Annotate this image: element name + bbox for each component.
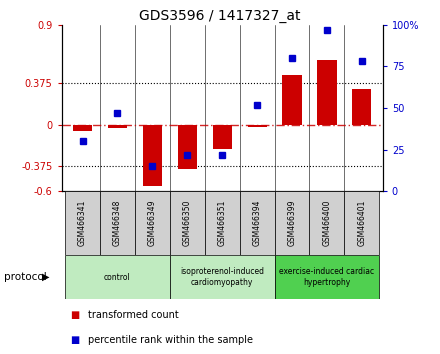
Bar: [170, 255, 275, 299]
Bar: [240, 191, 275, 255]
Text: GSM466401: GSM466401: [357, 200, 367, 246]
Bar: [170, 191, 205, 255]
Bar: [317, 60, 337, 125]
Bar: [275, 191, 309, 255]
Text: transformed count: transformed count: [88, 310, 179, 320]
Text: ■: ■: [70, 335, 80, 345]
Text: protocol: protocol: [4, 272, 47, 282]
Bar: [143, 125, 162, 185]
Text: GSM466394: GSM466394: [253, 200, 262, 246]
Text: GSM466400: GSM466400: [323, 200, 331, 246]
Bar: [282, 75, 302, 125]
Bar: [108, 125, 127, 128]
Bar: [65, 191, 100, 255]
Text: exercise-induced cardiac
hypertrophy: exercise-induced cardiac hypertrophy: [279, 267, 374, 287]
Bar: [73, 125, 92, 131]
Bar: [309, 191, 345, 255]
Text: isoproterenol-induced
cardiomyopathy: isoproterenol-induced cardiomyopathy: [180, 267, 264, 287]
Text: GSM466351: GSM466351: [218, 200, 227, 246]
Bar: [213, 125, 232, 149]
Bar: [178, 125, 197, 169]
Text: ■: ■: [70, 310, 80, 320]
Text: GSM466350: GSM466350: [183, 200, 192, 246]
Bar: [205, 191, 240, 255]
Bar: [275, 255, 379, 299]
Text: control: control: [104, 273, 131, 281]
Text: ▶: ▶: [42, 272, 49, 282]
Text: percentile rank within the sample: percentile rank within the sample: [88, 335, 253, 345]
Text: GDS3596 / 1417327_at: GDS3596 / 1417327_at: [139, 9, 301, 23]
Bar: [352, 89, 371, 125]
Bar: [100, 191, 135, 255]
Text: GSM466399: GSM466399: [287, 200, 297, 246]
Text: GSM466341: GSM466341: [78, 200, 87, 246]
Text: GSM466348: GSM466348: [113, 200, 122, 246]
Bar: [248, 125, 267, 127]
Text: GSM466349: GSM466349: [148, 200, 157, 246]
Bar: [135, 191, 170, 255]
Bar: [65, 255, 170, 299]
Bar: [345, 191, 379, 255]
